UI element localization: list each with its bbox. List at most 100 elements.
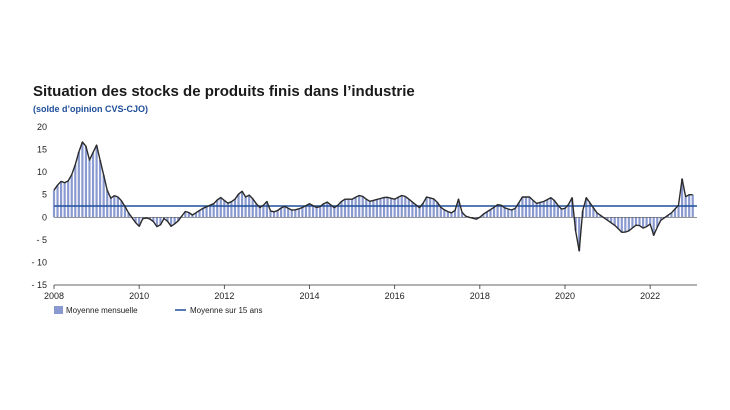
bar (599, 215, 602, 218)
bar (170, 217, 173, 227)
bar (77, 152, 80, 218)
bar (276, 210, 279, 218)
bar (91, 152, 95, 218)
bar (524, 196, 528, 218)
bar (485, 211, 489, 218)
bar-series (52, 142, 697, 251)
bar (99, 160, 102, 218)
bar (514, 208, 517, 218)
bar (350, 199, 354, 218)
bar (624, 217, 627, 233)
bar (560, 209, 563, 218)
bar (379, 198, 382, 218)
bar (535, 203, 538, 218)
x-tick-label: 2022 (640, 291, 660, 301)
legend: Moyenne mensuelle Moyenne sur 15 ans (54, 306, 263, 315)
bar (489, 209, 492, 218)
bar (556, 205, 559, 218)
bar (652, 217, 655, 236)
bar (59, 181, 63, 218)
bar (588, 202, 591, 218)
bar (382, 197, 386, 218)
bar (191, 215, 194, 218)
bar (546, 199, 549, 218)
bar (223, 200, 226, 218)
bar (187, 212, 190, 218)
bar (109, 198, 112, 218)
bar (272, 211, 276, 218)
bar (304, 205, 308, 218)
bar (372, 200, 375, 218)
bar (127, 212, 130, 218)
x-tick-label: 2018 (470, 291, 490, 301)
bar (510, 209, 513, 218)
bar (315, 207, 318, 218)
bar (294, 209, 297, 218)
bar (216, 199, 219, 218)
bar (333, 207, 336, 218)
legend-label-average: Moyenne sur 15 ans (190, 306, 263, 315)
bar (102, 175, 105, 218)
y-tick-label: 5 (42, 190, 47, 200)
bar (230, 201, 233, 218)
bar (617, 217, 620, 229)
bar (106, 190, 109, 218)
x-tick-label: 2020 (555, 291, 575, 301)
series-line-group (53, 141, 693, 252)
bar (627, 217, 630, 231)
bar (684, 196, 687, 218)
bar (123, 206, 127, 218)
bar (262, 205, 265, 218)
bar (418, 207, 421, 218)
bar (280, 208, 283, 218)
bar (500, 205, 503, 218)
bar (553, 200, 556, 218)
chart-subtitle: (solde d’opinion CVS-CJO) (33, 104, 148, 114)
bar (595, 212, 599, 218)
bar (496, 204, 499, 218)
bar (368, 201, 371, 218)
series-line (53, 141, 693, 252)
bar (343, 199, 347, 218)
bar (439, 207, 442, 218)
x-tick-label: 2008 (44, 291, 64, 301)
bar (393, 199, 396, 218)
bar (74, 164, 77, 218)
bar (443, 209, 446, 218)
bar (432, 198, 435, 218)
bar (620, 217, 623, 233)
bar (152, 217, 155, 222)
y-axis: 20 15 10 5 0 - 5 - 10 - 15 (31, 122, 47, 290)
bar (539, 202, 542, 218)
bar (212, 203, 215, 218)
bar (244, 196, 247, 218)
bar (159, 217, 162, 225)
bar (592, 207, 595, 218)
bar (659, 217, 662, 221)
bar (290, 210, 293, 218)
bar (84, 146, 88, 218)
bar (56, 185, 59, 218)
bar (656, 217, 659, 228)
x-tick-label: 2016 (385, 291, 405, 301)
bar (563, 208, 567, 218)
bar (531, 200, 535, 218)
bar (226, 203, 229, 218)
bar (265, 201, 269, 218)
bar (585, 197, 588, 218)
x-tick-label: 2010 (129, 291, 149, 301)
bar (138, 217, 141, 227)
bar (141, 217, 144, 219)
bar (240, 191, 244, 218)
bar (414, 204, 418, 218)
bar (319, 206, 322, 218)
bar (70, 174, 73, 218)
bar (347, 199, 350, 218)
bar (134, 217, 137, 223)
bar (507, 209, 510, 218)
y-tick-label: 15 (37, 145, 47, 155)
bar (329, 204, 332, 218)
bar (209, 205, 212, 218)
bar (52, 190, 56, 218)
bar (184, 211, 187, 218)
